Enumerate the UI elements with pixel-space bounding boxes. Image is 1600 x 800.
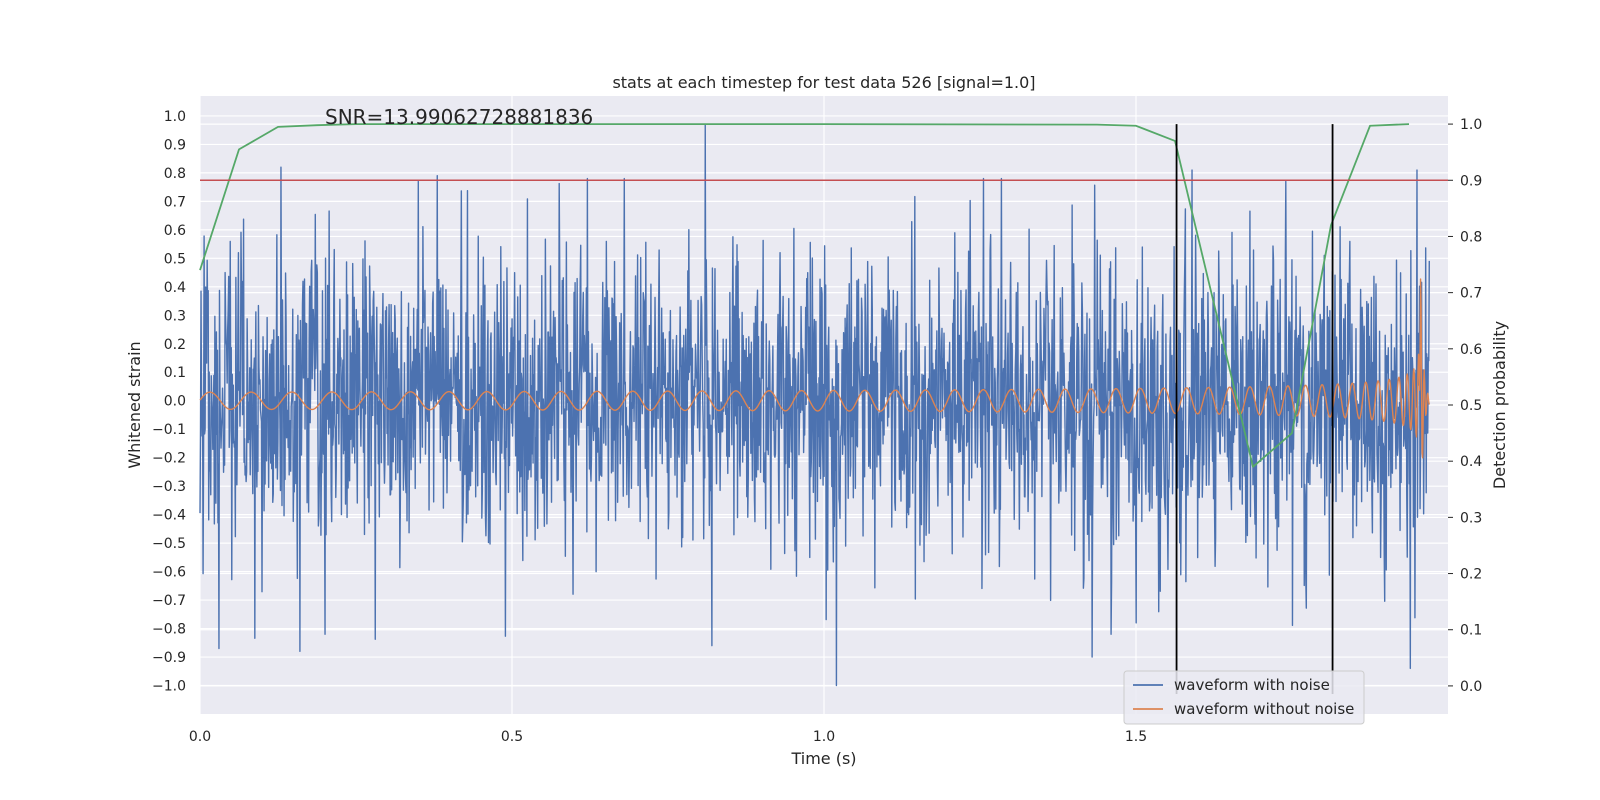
y-left-tick-label: −0.8: [152, 622, 186, 638]
x-tick-label: 0.0: [189, 729, 211, 745]
snr-annotation: SNR=13.99062728881836: [325, 105, 593, 129]
x-tick-label: 0.5: [501, 729, 523, 745]
y-right-tick-label: 0.2: [1460, 567, 1482, 583]
series-layer: [199, 123, 1430, 687]
y-left-tick-label: −0.4: [152, 508, 186, 524]
y-right-tick-label: 0.6: [1460, 342, 1482, 358]
y-right-tick-label: 0.5: [1460, 398, 1482, 414]
y-right-tick-label: 0.7: [1460, 286, 1482, 302]
y-left-tick-label: 0.7: [164, 194, 186, 210]
y-left-tick-label: 0.8: [164, 166, 186, 182]
y-right-tick-label: 1.0: [1460, 117, 1482, 133]
y-right-tick-label: 0.3: [1460, 510, 1482, 526]
legend-label-noise: waveform with noise: [1174, 676, 1330, 694]
y-left-tick-label: 0.5: [164, 251, 186, 267]
y-left-tick-label: −0.2: [152, 451, 186, 467]
x-axis-title: Time (s): [790, 749, 856, 768]
y-left-tick-label: −0.9: [152, 650, 186, 666]
y-axis-title-right: Detection probability: [1490, 321, 1509, 489]
y-right-tick-label: 0.1: [1460, 623, 1482, 639]
series-line-waveform-without-noise: [199, 278, 1430, 459]
y-left-tick-label: −1.0: [152, 679, 186, 695]
y-right-tick-label: 0.9: [1460, 173, 1482, 189]
legend: waveform with noise waveform without noi…: [1123, 670, 1365, 725]
series-line-waveform-with-noise: [199, 123, 1430, 687]
x-tick-label: 1.0: [813, 729, 835, 745]
y-axis-title-left: Whitened strain: [125, 341, 144, 468]
y-left-tick-label: 0.9: [164, 137, 186, 153]
y-left-tick-label: −0.6: [152, 565, 186, 581]
y-left-tick-label: 0.0: [164, 394, 186, 410]
series-line-detection-probability: [199, 123, 1410, 468]
y-left-tick-label: 0.3: [164, 308, 186, 324]
x-tick-label: 1.5: [1125, 729, 1147, 745]
y-right-tick-label: 0.8: [1460, 229, 1482, 245]
y-left-tick-label: −0.3: [152, 479, 186, 495]
y-left-tick-label: 0.1: [164, 365, 186, 381]
ticks-layer: 0.0 0.5 1.0 1.5 1.0 0.9 0.8 0.7 0.6 0.5 0.4 0.3 0.2 0…: [152, 109, 1482, 745]
y-right-tick-label: 0.4: [1460, 454, 1482, 470]
legend-label-clean: waveform without noise: [1174, 700, 1354, 718]
y-right-tick-label: 0.0: [1460, 679, 1482, 695]
legend-box: [1123, 670, 1365, 725]
y-left-tick-label: −0.7: [152, 593, 186, 609]
y-left-tick-label: 0.6: [164, 223, 186, 239]
overlay-layer: [199, 123, 1448, 694]
chart-title: stats at each timestep for test data 526…: [612, 73, 1035, 92]
y-left-tick-label: −0.5: [152, 536, 186, 552]
y-left-tick-label: 0.2: [164, 337, 186, 353]
y-left-tick-label: 1.0: [164, 109, 186, 125]
y-left-tick-label: 0.4: [164, 280, 186, 296]
y-left-tick-label: −0.1: [152, 422, 186, 438]
